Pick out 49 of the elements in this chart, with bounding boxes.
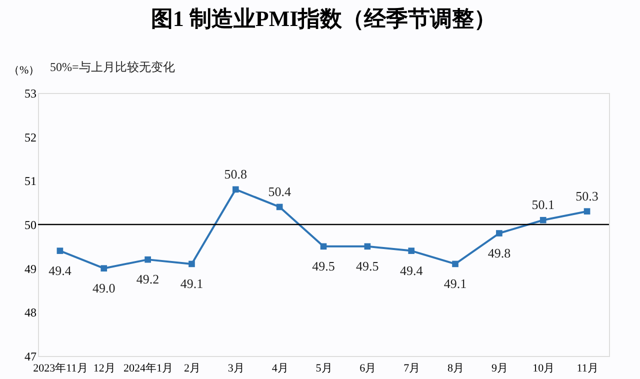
data-label: 49.1 bbox=[180, 276, 204, 291]
data-label: 49.4 bbox=[400, 262, 424, 278]
data-label: 49.5 bbox=[356, 258, 379, 274]
x-tick-label: 8月 bbox=[448, 362, 464, 374]
point bbox=[540, 216, 546, 224]
y-tick-label: 53 bbox=[24, 86, 36, 100]
point bbox=[584, 208, 590, 215]
point bbox=[452, 260, 458, 268]
y-tick-label: 48 bbox=[24, 306, 36, 320]
point bbox=[144, 256, 151, 263]
x-tick-label: 11月 bbox=[576, 362, 598, 374]
chart-title: 图1 制造业PMI指数（经季节调整） bbox=[150, 6, 496, 31]
data-label: 49.0 bbox=[92, 280, 116, 296]
data-label: 50.8 bbox=[224, 166, 248, 182]
y-tick-label: 51 bbox=[24, 174, 36, 188]
data-label: 49.4 bbox=[48, 262, 72, 278]
point bbox=[408, 248, 415, 254]
data-label: 50.4 bbox=[268, 184, 292, 199]
x-tick-label: 3月 bbox=[228, 362, 244, 374]
data-label: 49.5 bbox=[312, 258, 335, 274]
x-tick-label: 12月 bbox=[93, 362, 116, 374]
x-tick-label: 2023年11月 bbox=[33, 362, 88, 374]
x-tick-label: 4月 bbox=[272, 362, 288, 374]
data-label: 50.1 bbox=[532, 197, 554, 212]
y-tick-label: 50 bbox=[24, 218, 36, 232]
point bbox=[496, 230, 502, 236]
y-tick-label: 52 bbox=[24, 130, 36, 144]
y-tick-label: 47 bbox=[24, 350, 36, 364]
point bbox=[56, 248, 64, 254]
data-label: 49.1 bbox=[444, 276, 467, 291]
data-label: 49.2 bbox=[136, 272, 160, 287]
point bbox=[364, 243, 371, 250]
y-tick-label: 49 bbox=[24, 262, 36, 276]
x-tick-label: 2024年1月 bbox=[124, 362, 174, 374]
data-label: 49.8 bbox=[488, 245, 511, 260]
point bbox=[232, 186, 239, 193]
x-tick-label: 7月 bbox=[404, 362, 420, 374]
x-tick-label: 2月 bbox=[184, 362, 200, 374]
point bbox=[320, 243, 327, 250]
point bbox=[100, 265, 108, 272]
x-tick-label: 9月 bbox=[491, 362, 508, 374]
text: 50%=与上月比较无变化 bbox=[50, 60, 175, 74]
point bbox=[276, 204, 283, 210]
x-tick-label: 6月 bbox=[360, 362, 376, 374]
point bbox=[188, 260, 195, 268]
y-axis-title: （%） bbox=[8, 64, 40, 76]
x-tick-label: 10月 bbox=[532, 362, 555, 374]
data-label: 50.3 bbox=[576, 188, 598, 204]
x-tick-label: 5月 bbox=[316, 362, 332, 374]
